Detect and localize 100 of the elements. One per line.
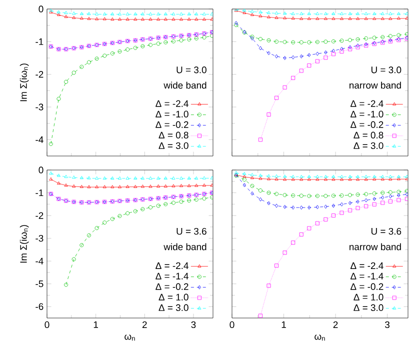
point [72,184,76,188]
x-tick-label: 0 [230,321,234,328]
point [194,17,198,21]
annotation: U = 3.0 [371,66,402,74]
legend-label: Δ = 3.0 [158,142,188,150]
point [250,176,254,180]
point [267,10,271,14]
legend-label: Δ = -0.2 [156,283,188,290]
point [187,37,192,42]
point [156,176,160,180]
point [396,177,400,180]
point [118,176,122,180]
point [180,12,184,16]
point [267,177,271,180]
point [134,184,138,188]
point [340,174,344,178]
point [299,40,304,44]
x-tick-label: 1 [282,321,286,328]
point [364,174,368,178]
point [110,216,114,221]
point [291,12,295,15]
point [396,174,400,178]
point [164,202,168,206]
legend-label: Δ = -1.4 [156,272,188,280]
point [110,185,114,188]
point [316,178,320,181]
point [282,40,287,44]
point [292,206,295,210]
point [356,206,360,210]
point [80,16,84,20]
point [242,9,246,12]
point [388,199,392,204]
y-tick-label: -1 [36,38,44,45]
point [118,12,122,16]
point [388,194,392,198]
point [148,42,152,47]
point [148,176,152,180]
point [372,196,376,201]
point [267,15,271,18]
point [307,194,312,198]
y-tick-label: -3 [36,234,44,242]
point [164,40,168,44]
legend-label: Δ = -2.4 [350,100,384,107]
legend-label: Δ = 0.8 [354,132,384,138]
point [348,174,352,178]
point [372,36,376,40]
point [110,12,114,16]
point [316,52,319,56]
point [372,202,376,206]
point [380,177,384,180]
point [308,53,311,58]
point [118,214,122,218]
point [258,10,262,14]
point [210,176,213,180]
point [274,40,279,44]
point [299,232,304,236]
point [133,46,138,50]
point [291,16,295,20]
point [258,14,262,18]
point [95,185,99,188]
legend-label: Δ = 3.0 [354,142,384,150]
point [172,12,176,16]
point [316,12,320,15]
point [194,12,198,16]
x-tick-label: 3 [385,321,390,328]
point [266,284,271,288]
point [126,211,130,216]
point [340,16,344,20]
point [388,174,392,178]
point [364,192,368,196]
point [102,185,106,188]
point [87,176,91,180]
point [292,55,295,60]
point [331,214,336,218]
point [388,177,392,180]
point [380,174,384,178]
point [179,200,184,204]
y-tick-label: -4 [36,258,44,264]
point [202,35,206,40]
point [180,184,184,188]
point [72,16,76,19]
point [332,204,336,208]
point [156,42,160,46]
point [324,16,328,20]
point [283,56,286,60]
point [179,38,184,42]
point [118,49,122,54]
point [156,184,160,188]
point [380,190,385,195]
point [291,194,296,198]
point [397,193,400,198]
point [202,196,206,200]
point [80,176,84,180]
point [300,12,304,15]
point [172,17,176,21]
x-tick-label: 2 [333,321,338,328]
point [364,198,368,202]
point [250,184,254,188]
point [348,178,352,181]
point [94,226,99,230]
